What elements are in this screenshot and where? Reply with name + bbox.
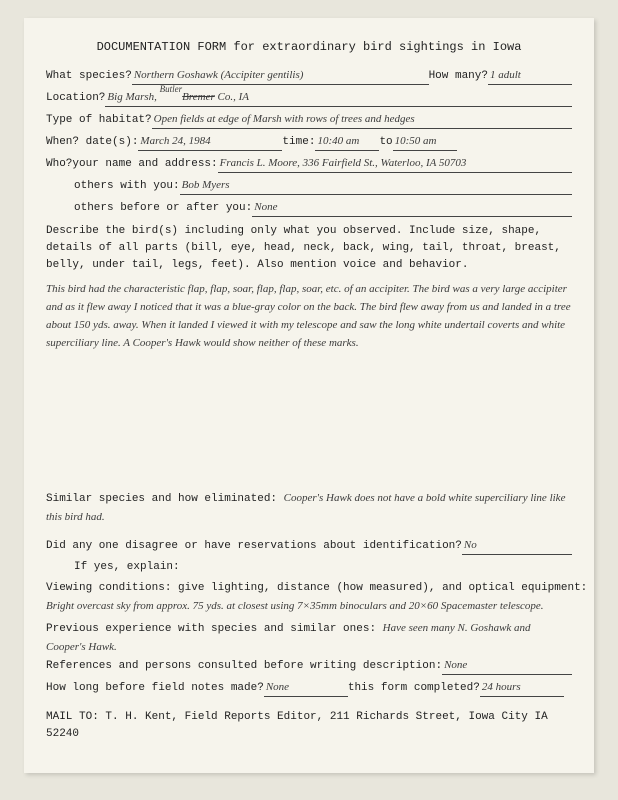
label-fieldnotes: How long before field notes made? (46, 680, 264, 697)
label-formcompleted: this form completed? (348, 680, 480, 697)
label-disagree: Did any one disagree or have reservation… (46, 538, 462, 555)
value-time-to: 10:50 am (393, 133, 457, 151)
loc-pre: Big Marsh, (107, 91, 159, 103)
value-fieldnotes: None (264, 679, 348, 697)
label-species: What species? (46, 68, 132, 85)
row-others-with: others with you: Bob Myers (46, 177, 572, 195)
label-who: Who?your name and address: (46, 156, 218, 173)
value-location: Big Marsh, ButlerBremer Co., IA (105, 89, 572, 107)
row-who: Who?your name and address: Francis L. Mo… (46, 155, 572, 173)
value-who: Francis L. Moore, 336 Fairfield St., Wat… (218, 155, 572, 173)
label-viewing: Viewing conditions: give lighting, dista… (46, 580, 572, 597)
value-disagree: No (462, 537, 572, 555)
label-prev: Previous experience with species and sim… (46, 623, 376, 635)
label-others-with: others with you: (74, 178, 180, 195)
label-habitat: Type of habitat? (46, 112, 152, 129)
label-howmany: How many? (429, 68, 488, 85)
row-others-before: others before or after you: None (46, 199, 572, 217)
loc-post: Co., IA (215, 91, 249, 103)
loc-annotation: Butler (160, 84, 183, 94)
label-when: When? date(s): (46, 134, 138, 151)
value-viewing: Bright overcast sky from approx. 75 yds.… (46, 597, 572, 615)
value-description: This bird had the characteristic flap, f… (46, 280, 572, 353)
label-others-before: others before or after you: (74, 200, 252, 217)
value-others-before: None (252, 199, 572, 217)
row-viewing: Viewing conditions: give lighting, dista… (46, 580, 572, 615)
label-ifyes: If yes, explain: (74, 559, 180, 576)
row-prev: Previous experience with species and sim… (46, 619, 572, 657)
label-similar: Similar species and how eliminated: (46, 493, 277, 505)
label-refs: References and persons consulted before … (46, 658, 442, 675)
row-refs: References and persons consulted before … (46, 657, 572, 675)
blank-space (46, 359, 572, 489)
label-time: time: (282, 134, 315, 151)
label-to: to (379, 134, 392, 151)
label-location: Location? (46, 90, 105, 107)
mailto-line: MAIL TO: T. H. Kent, Field Reports Edito… (46, 709, 572, 743)
row-ifyes: If yes, explain: (46, 559, 572, 576)
row-when: When? date(s): March 24, 1984 time: 10:4… (46, 133, 572, 151)
value-habitat: Open fields at edge of Marsh with rows o… (152, 111, 572, 129)
describe-block: Describe the bird(s) including only what… (46, 223, 572, 353)
value-formcompleted: 24 hours (480, 679, 564, 697)
value-date: March 24, 1984 (138, 133, 282, 151)
loc-strike: Bremer (182, 91, 215, 103)
label-describe: Describe the bird(s) including only what… (46, 223, 572, 274)
value-refs: None (442, 657, 572, 675)
row-species: What species? Northern Goshawk (Accipite… (46, 67, 572, 85)
row-fieldnotes: How long before field notes made? None t… (46, 679, 572, 697)
documentation-form: DOCUMENTATION FORM for extraordinary bir… (24, 18, 594, 773)
row-similar: Similar species and how eliminated: Coop… (46, 489, 572, 527)
row-location: Location? Big Marsh, ButlerBremer Co., I… (46, 89, 572, 107)
value-howmany: 1 adult (488, 67, 572, 85)
form-title: DOCUMENTATION FORM for extraordinary bir… (46, 38, 572, 57)
value-others-with: Bob Myers (180, 177, 572, 195)
row-disagree: Did any one disagree or have reservation… (46, 537, 572, 555)
row-habitat: Type of habitat? Open fields at edge of … (46, 111, 572, 129)
value-species: Northern Goshawk (Accipiter gentilis) (132, 67, 429, 85)
value-time-from: 10:40 am (315, 133, 379, 151)
